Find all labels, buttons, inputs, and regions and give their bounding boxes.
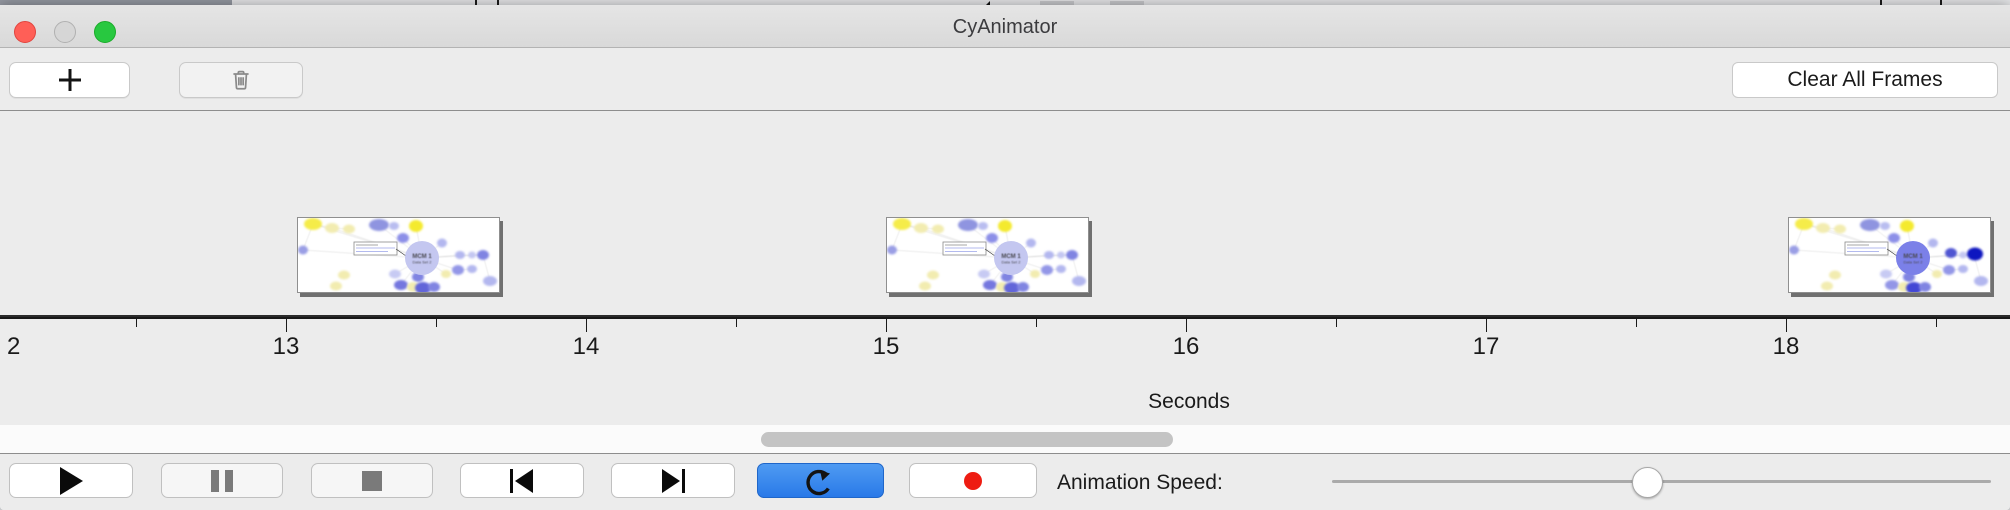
svg-text:Data Set 2: Data Set 2	[1002, 260, 1022, 265]
svg-text:Data Set 2: Data Set 2	[1904, 260, 1924, 265]
svg-text:Data Set 2: Data Set 2	[413, 260, 433, 265]
